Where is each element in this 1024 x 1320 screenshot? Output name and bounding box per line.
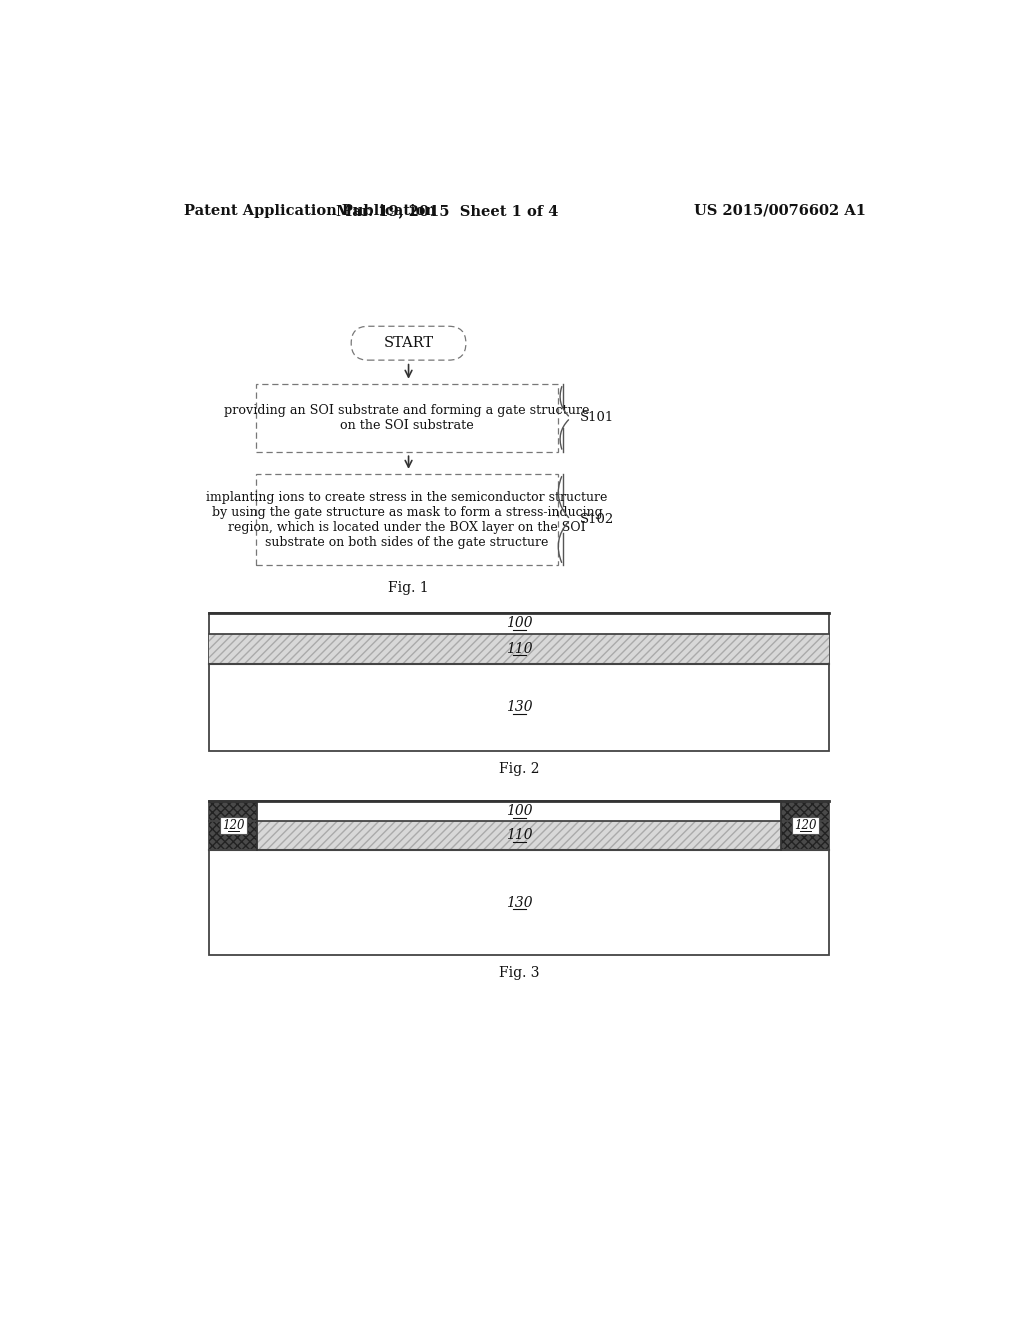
Text: 100: 100 [506, 616, 532, 631]
Text: S102: S102 [580, 513, 614, 527]
Bar [257, 801, 781, 821]
Bar [209, 612, 829, 751]
Text: Mar. 19, 2015  Sheet 1 of 4: Mar. 19, 2015 Sheet 1 of 4 [336, 203, 558, 218]
FancyBboxPatch shape [256, 474, 558, 565]
Bar [209, 635, 829, 664]
FancyBboxPatch shape [351, 326, 466, 360]
Text: S101: S101 [580, 412, 614, 425]
Text: 130: 130 [506, 895, 532, 909]
Text: US 2015/0076602 A1: US 2015/0076602 A1 [694, 203, 866, 218]
Text: 120: 120 [794, 820, 816, 832]
Text: 110: 110 [506, 642, 532, 656]
Bar [209, 801, 829, 956]
Text: 130: 130 [506, 701, 532, 714]
Text: Fig. 2: Fig. 2 [499, 762, 540, 776]
Text: implanting ions to create stress in the semiconductor structure
by using the gat: implanting ions to create stress in the … [206, 491, 607, 549]
Bar [209, 801, 257, 850]
Text: 110: 110 [506, 828, 532, 842]
Text: providing an SOI substrate and forming a gate structure
on the SOI substrate: providing an SOI substrate and forming a… [224, 404, 590, 432]
Bar [781, 801, 829, 850]
Text: Patent Application Publication: Patent Application Publication [183, 203, 436, 218]
Text: START: START [383, 337, 433, 350]
Text: Fig. 1: Fig. 1 [388, 581, 429, 595]
Text: 100: 100 [506, 804, 532, 818]
Text: 120: 120 [222, 820, 245, 832]
Bar [257, 821, 781, 850]
FancyBboxPatch shape [256, 384, 558, 451]
Text: Fig. 3: Fig. 3 [499, 966, 540, 979]
